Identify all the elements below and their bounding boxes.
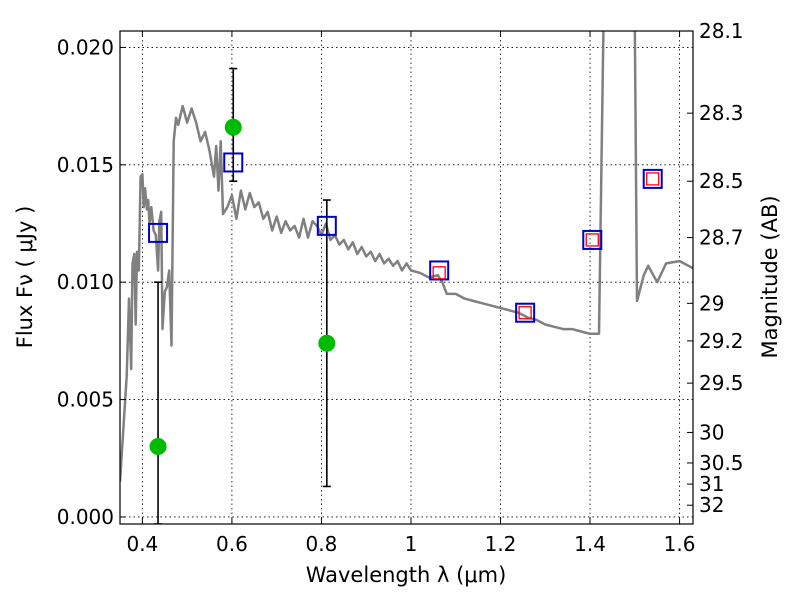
y-tick-label: 0.005 <box>57 388 114 412</box>
observed-point <box>224 118 242 136</box>
right-tick-label: 30 <box>699 420 724 444</box>
model-photometry-point <box>515 302 536 323</box>
right-tick-label: 31 <box>699 472 724 496</box>
y-tick-label: 0.000 <box>57 505 114 529</box>
x-tick-label: 0.8 <box>306 532 338 556</box>
x-tick-label: 1.2 <box>485 532 517 556</box>
x-tick-label: 1.6 <box>664 532 696 556</box>
grid <box>120 31 693 524</box>
right-tick-label: 28.5 <box>699 169 744 193</box>
right-tick-label: 28.1 <box>699 19 744 43</box>
x-tick-label: 1 <box>405 532 418 556</box>
sed-model-line <box>120 31 693 482</box>
y-tick-label: 0.010 <box>57 270 114 294</box>
model-photometry-point <box>429 260 450 281</box>
model-photometry-point <box>148 222 169 243</box>
model-photometry-point <box>582 229 603 250</box>
right-tick-label: 28.7 <box>699 226 744 250</box>
model-photometry-point <box>316 215 337 236</box>
x-tick-label: 1.4 <box>574 532 606 556</box>
plot-frame <box>119 30 694 525</box>
x-tick-label: 0.6 <box>216 532 248 556</box>
right-tick-label: 29 <box>699 291 724 315</box>
data-layer <box>120 31 693 524</box>
observed-square-point <box>646 172 660 186</box>
x-axis-title: Wavelength λ (μm) <box>306 563 507 587</box>
y-tick-label: 0.020 <box>57 35 114 59</box>
x-tick-label: 0.4 <box>126 532 158 556</box>
plot-background <box>120 31 693 524</box>
y-tick-label: 0.015 <box>57 153 114 177</box>
right-tick-label: 29.2 <box>699 329 744 353</box>
observed-point <box>149 438 167 456</box>
observed-square-point <box>432 266 446 280</box>
right-tick-label: 32 <box>699 493 724 517</box>
right-tick-label: 30.5 <box>699 451 744 475</box>
right-tick-label: 29.5 <box>699 371 744 395</box>
observed-point <box>318 334 336 352</box>
model-photometry-point <box>223 152 244 173</box>
y-axis-right-title: Magnitude (AB) <box>758 195 782 358</box>
right-tick-label: 28.3 <box>699 101 744 125</box>
model-photometry-point <box>642 168 663 189</box>
y-axis-title: Flux Fν ( μJy ) <box>13 206 37 349</box>
observed-square-point <box>518 306 532 320</box>
observed-square-point <box>585 233 599 247</box>
ticks: 0.4 0.6 0.8 1 1.2 1.4 1.6 0.000 0.005 0.010 0.015 0… <box>57 19 744 556</box>
